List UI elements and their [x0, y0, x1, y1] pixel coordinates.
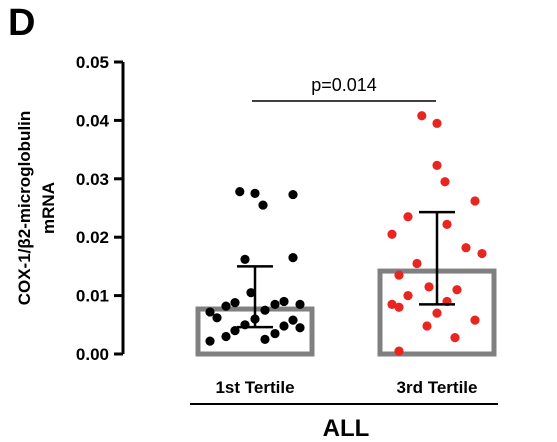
data-point: [432, 308, 442, 318]
data-point: [470, 315, 480, 325]
data-point: [450, 333, 460, 343]
data-point: [250, 188, 260, 198]
data-points: [205, 111, 487, 356]
data-point: [221, 331, 231, 342]
y-tick-label: 0.05: [76, 53, 109, 72]
data-point: [270, 328, 280, 339]
data-point: [387, 229, 397, 239]
data-point: [279, 321, 289, 331]
y-axis-title-line1: COX-1/β2-microglobulin: [15, 111, 34, 306]
data-point: [270, 299, 280, 309]
data-point: [470, 196, 480, 206]
data-point: [412, 258, 422, 269]
data-point: [212, 313, 222, 323]
data-point: [440, 177, 450, 187]
panel-letter: D: [8, 2, 36, 44]
data-point: [442, 219, 452, 229]
y-tick-label: 0.04: [76, 111, 110, 130]
data-point: [403, 212, 413, 222]
data-point: [288, 253, 298, 263]
data-point: [452, 285, 462, 295]
data-point: [422, 321, 432, 331]
annotations: p=0.014: [252, 75, 436, 102]
data-point: [424, 282, 434, 292]
y-tick-label: 0.03: [76, 170, 109, 189]
significance-label: p=0.014: [311, 75, 377, 95]
data-point: [205, 307, 215, 317]
data-point: [240, 254, 250, 264]
axes: 0.00 0.01 0.02 0.03 0.04 0.05 COX-1/β2-microgl…: [15, 53, 498, 442]
error-bars: [237, 210, 455, 329]
data-point: [432, 160, 442, 170]
data-point: [417, 111, 427, 121]
data-point: [295, 299, 305, 309]
data-point: [235, 187, 245, 197]
data-point: [394, 270, 404, 280]
data-point: [260, 334, 270, 344]
data-point: [221, 301, 231, 311]
data-point: [295, 323, 305, 333]
data-point: [288, 189, 298, 200]
data-point: [394, 346, 404, 356]
bars: [195, 268, 497, 357]
data-point: [246, 288, 256, 298]
y-tick-label: 0.00: [76, 345, 109, 364]
data-point: [387, 299, 397, 309]
y-tick-label: 0.01: [76, 287, 109, 306]
group-label: ALL: [323, 415, 370, 442]
y-axis-title-line2: mRNA: [39, 182, 58, 234]
data-point: [461, 243, 471, 253]
y-axis-title: COX-1/β2-microglobulin mRNA: [15, 111, 58, 306]
data-point: [394, 302, 404, 312]
data-point: [260, 305, 270, 315]
data-point: [288, 315, 298, 325]
data-point: [205, 336, 215, 346]
data-point: [432, 118, 442, 128]
data-point: [279, 296, 289, 307]
x-category-label: 3rd Tertile: [397, 378, 478, 397]
x-category-label: 1st Tertile: [215, 378, 294, 397]
data-point: [477, 248, 487, 259]
data-point: [403, 291, 413, 301]
y-tick-label: 0.02: [76, 228, 109, 247]
data-point: [258, 200, 268, 210]
data-point: [230, 298, 240, 308]
